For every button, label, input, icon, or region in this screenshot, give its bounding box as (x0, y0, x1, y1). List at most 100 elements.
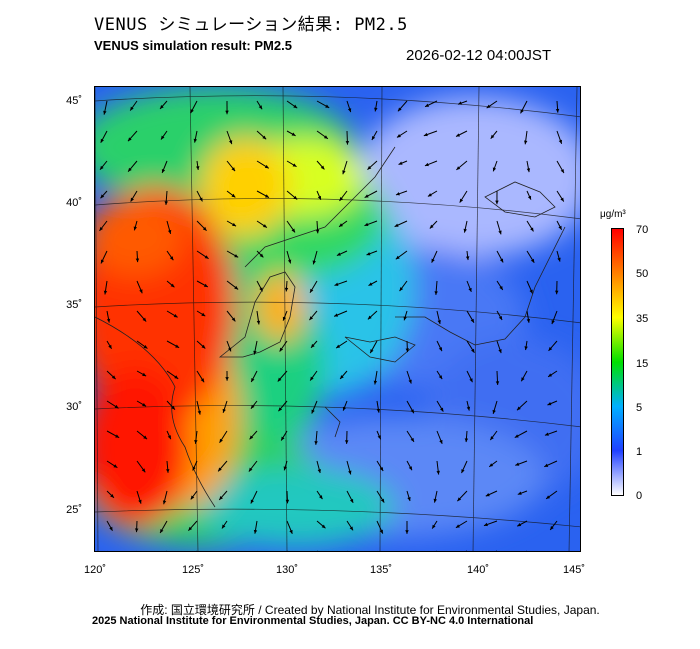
wind-arrow (465, 550, 467, 551)
wind-arrow (526, 550, 527, 551)
wind-arrow-head (336, 252, 341, 256)
wind-arrow-head (557, 257, 561, 262)
wind-arrow-head (193, 138, 198, 143)
coastlines (95, 146, 566, 508)
wind-arrow-head (161, 168, 166, 173)
wind-arrow-head (457, 497, 462, 502)
wind-arrow-head (470, 318, 474, 323)
wind-arrow-head (264, 164, 269, 169)
wind-arrow-head (265, 194, 269, 198)
wind-arrow (287, 550, 288, 551)
wind-arrow-head (164, 201, 168, 205)
wind-arrow-head (115, 434, 120, 438)
wind-arrow-head (175, 344, 180, 348)
wind-arrow-head (517, 491, 522, 495)
graticule (95, 87, 580, 551)
wind-arrow (136, 550, 137, 551)
wind-arrow-head (349, 498, 354, 503)
wind-arrow-head (262, 224, 267, 228)
wind-arrow-head (344, 440, 349, 444)
wind-arrow-head (204, 255, 209, 259)
wind-arrow-head (374, 107, 378, 112)
wind-arrow-head (376, 408, 381, 413)
wind-arrow-head (170, 283, 175, 288)
wind-arrow-head (495, 200, 499, 205)
lat-label-25: 25˚ (66, 504, 82, 516)
wind-arrow-head (221, 524, 226, 529)
wind-arrow-head (284, 287, 289, 292)
wind-arrow-head (231, 167, 236, 172)
wind-arrow-head (544, 463, 549, 467)
wind-arrow-head (364, 222, 369, 227)
wind-arrow-head (396, 134, 401, 138)
wind-arrow-head (110, 493, 114, 498)
wind-arrow-head (321, 524, 326, 529)
wind-arrow-head (311, 343, 315, 348)
wind-arrow-head (439, 439, 443, 444)
wind-arrow-head (190, 495, 195, 500)
wind-arrow-head (171, 405, 175, 410)
wind-arrow-head (277, 377, 282, 382)
wind-arrow-head (318, 495, 323, 500)
wind-arrow-head (256, 320, 261, 325)
wind-arrow-head (100, 259, 105, 264)
wind-arrow-head (289, 529, 293, 534)
wind-arrow-head (234, 254, 239, 258)
lon-label-125: 125˚ (181, 564, 205, 576)
wind-arrow-head (464, 438, 469, 443)
wind-arrow-head (560, 197, 564, 202)
wind-arrow-head (544, 432, 549, 436)
wind-arrow-head (99, 226, 104, 231)
wind-arrow-head (403, 316, 407, 321)
wind-arrow-head (283, 466, 287, 471)
wind-arrow-head (203, 283, 208, 287)
wind-arrow-head (279, 347, 284, 352)
wind-arrow-head (433, 498, 437, 503)
wind-arrow-head (194, 440, 198, 444)
wind-arrow-head (438, 375, 443, 380)
wind-arrow-head (259, 287, 263, 292)
wind-arrow-head (339, 223, 343, 227)
wind-arrow-head (347, 108, 352, 113)
wind-arrow-head (222, 408, 226, 413)
wind-arrow-head (455, 524, 460, 528)
wind-arrow-head (461, 469, 465, 474)
colorbar-label-15: 15 (636, 358, 649, 370)
wind-arrow-head (258, 105, 263, 110)
wind-arrow-head (142, 372, 147, 377)
wind-arrow-head (560, 169, 564, 174)
wind-arrow-head (253, 350, 257, 355)
wind-arrow-head (529, 289, 533, 294)
wind-arrow-head (407, 497, 411, 501)
wind-arrow-head (139, 289, 143, 294)
wind-arrow-head (490, 134, 495, 139)
wind-arrow-head (218, 467, 222, 472)
wind-arrow-head (489, 463, 494, 467)
wind-arrow-head (340, 375, 344, 379)
wind-arrow-head (398, 161, 403, 165)
wind-arrow-head (111, 375, 116, 380)
wind-arrow-head (234, 285, 239, 290)
wind-arrow-head (133, 226, 138, 231)
colorbar-label-35: 35 (636, 313, 649, 325)
lon-label-130: 130˚ (275, 564, 299, 576)
wind-arrow-head (514, 434, 519, 438)
wind-arrow-head (527, 195, 532, 200)
wind-arrow-head (395, 192, 400, 196)
wind-arrow-head (282, 316, 287, 321)
wind-arrow-head (334, 313, 339, 317)
wind-arrow-head (231, 193, 236, 198)
wind-arrow-head (253, 529, 258, 534)
wind-arrow-head (459, 198, 464, 203)
wind-arrow-head (550, 526, 554, 530)
wind-arrow-head (439, 407, 444, 412)
wind-arrow-head (190, 109, 194, 114)
wind-arrow-head (546, 495, 551, 499)
wind-arrow-head (160, 135, 165, 140)
wind-arrow-head (342, 170, 346, 175)
wind-arrow-head (142, 402, 147, 407)
wind-arrow-head (336, 344, 341, 349)
wind-arrow-head (520, 109, 524, 114)
wind-arrow-head (174, 375, 179, 379)
wind-arrow-head (225, 110, 229, 115)
